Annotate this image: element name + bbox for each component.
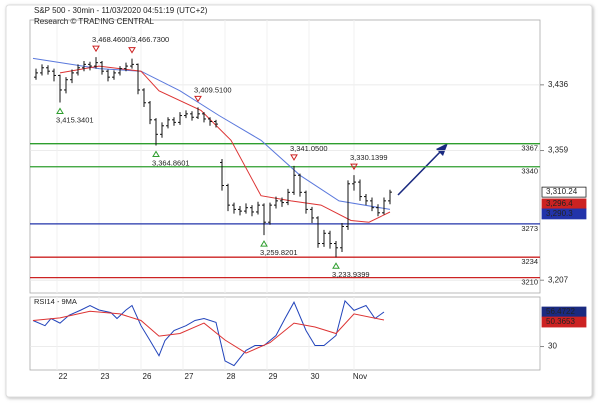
low-marker xyxy=(56,107,64,114)
y-tick-label: 3,359 xyxy=(548,146,569,155)
x-tick-label: 23 xyxy=(101,372,110,381)
indicator-line xyxy=(32,310,385,354)
price-label: 3,310.24 xyxy=(546,187,578,196)
price-label: 56.4722 xyxy=(546,307,575,316)
forecast-arrow xyxy=(397,143,448,196)
x-tick-label: 27 xyxy=(185,372,194,381)
x-tick-label: 29 xyxy=(269,372,278,381)
chart-subtitle: Research © TRADING CENTRAL xyxy=(34,17,155,26)
high-marker xyxy=(92,45,100,53)
x-tick-label: 28 xyxy=(227,372,236,381)
level-label: 3367 xyxy=(521,144,538,153)
high-marker xyxy=(194,95,202,103)
chart-title: S&P 500 - 30min - 11/03/2020 04:51:19 (U… xyxy=(34,6,208,15)
main-plot-frame xyxy=(29,19,541,294)
price-label-box xyxy=(541,186,587,198)
x-tick-label: 30 xyxy=(311,372,320,381)
rsi-title: RSI14 - 9MA xyxy=(34,297,77,306)
annotation-label: 3,341.0500 xyxy=(290,144,328,153)
indicator-line xyxy=(59,65,391,223)
level-label: 3340 xyxy=(521,167,538,176)
annotation-label: 3,233.9399 xyxy=(332,270,370,279)
x-tick-label: Nov xyxy=(353,372,367,381)
annotation-label: 3,259.8201 xyxy=(260,248,298,257)
level-label: 3234 xyxy=(521,257,538,266)
price-label: 50.3653 xyxy=(546,317,575,326)
x-tick-label: 22 xyxy=(59,372,68,381)
indicator-line xyxy=(32,299,385,367)
y-tick-label: 3,436 xyxy=(548,80,569,89)
x-tick-label: 26 xyxy=(143,372,152,381)
annotation-label: 3,364.8601 xyxy=(152,159,190,168)
rsi-plot-frame xyxy=(29,296,541,371)
price-label-box xyxy=(541,208,587,220)
annotation-label: 3,330.1399 xyxy=(350,153,388,162)
high-marker xyxy=(128,47,136,54)
price-label: 3,296.4 xyxy=(546,199,573,208)
low-marker xyxy=(260,240,268,247)
y-tick-label: 3,207 xyxy=(548,275,569,284)
high-marker xyxy=(350,163,358,171)
low-marker xyxy=(152,150,160,158)
low-marker xyxy=(332,262,340,269)
annotation-label: 3,415.3401 xyxy=(56,115,94,124)
high-marker xyxy=(290,154,298,161)
price-label-box xyxy=(541,316,587,328)
price-label: 3,290.3 xyxy=(546,209,573,218)
annotation-label: 3,409.5100 xyxy=(194,85,232,94)
indicator-line xyxy=(32,57,391,210)
y-tick-label: 30 xyxy=(548,342,557,351)
level-label: 3210 xyxy=(521,278,538,287)
annotation-label: 3,468.4600/3,466.7300 xyxy=(92,35,169,44)
level-label: 3273 xyxy=(521,224,538,233)
frame xyxy=(5,4,593,398)
